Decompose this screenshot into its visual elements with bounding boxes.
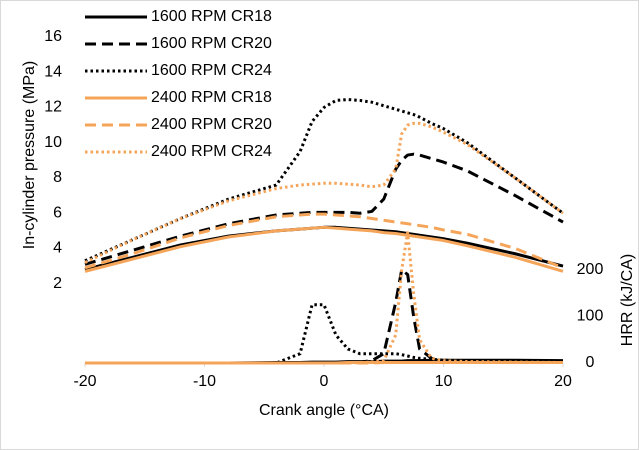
legend-label: 2400 RPM CR24 xyxy=(151,143,272,160)
pressure-line xyxy=(84,212,564,270)
legend-label: 1600 RPM CR20 xyxy=(151,35,272,52)
y-axis-label: In-cylinder pressure (MPa) xyxy=(21,61,38,250)
legend: 1600 RPM CR18 1600 RPM CR20 1600 RPM CR24 2… xyxy=(85,8,272,160)
y-tick-label: 8 xyxy=(53,169,62,186)
y-tick-label: 4 xyxy=(53,240,62,257)
y-tick-label: 16 xyxy=(44,28,62,45)
pressure-line xyxy=(84,98,564,263)
legend-label: 1600 RPM CR18 xyxy=(151,8,272,25)
y2-tick-label: 100 xyxy=(577,308,604,325)
x-tick-label: 0 xyxy=(320,373,329,390)
legend-label: 1600 RPM CR24 xyxy=(151,62,272,79)
y-tick-label: 2 xyxy=(53,275,62,292)
pressure-line xyxy=(84,121,564,264)
x-tick-label: -20 xyxy=(73,373,96,390)
x-tick-label: -10 xyxy=(193,373,216,390)
y2-tick-label: 200 xyxy=(577,261,604,278)
hrr-line xyxy=(85,231,564,365)
pressure-line xyxy=(84,225,564,273)
pressure-line xyxy=(84,152,564,266)
y2-axis-label: HRR (kJ/CA) xyxy=(619,254,636,346)
y-tick-label: 14 xyxy=(44,63,62,80)
hrr-line xyxy=(85,303,564,365)
y-tick-label: 6 xyxy=(53,204,62,221)
legend-label: 2400 RPM CR20 xyxy=(151,116,272,133)
y-tick-label: 10 xyxy=(44,134,62,151)
x-tick-label: 10 xyxy=(435,373,453,390)
legend-label: 2400 RPM CR18 xyxy=(151,89,272,106)
y-tick-label: 12 xyxy=(44,99,62,116)
x-axis-label: Crank angle (°CA) xyxy=(259,402,389,419)
x-tick-label: 20 xyxy=(554,373,572,390)
y2-tick-label: 0 xyxy=(586,354,595,371)
